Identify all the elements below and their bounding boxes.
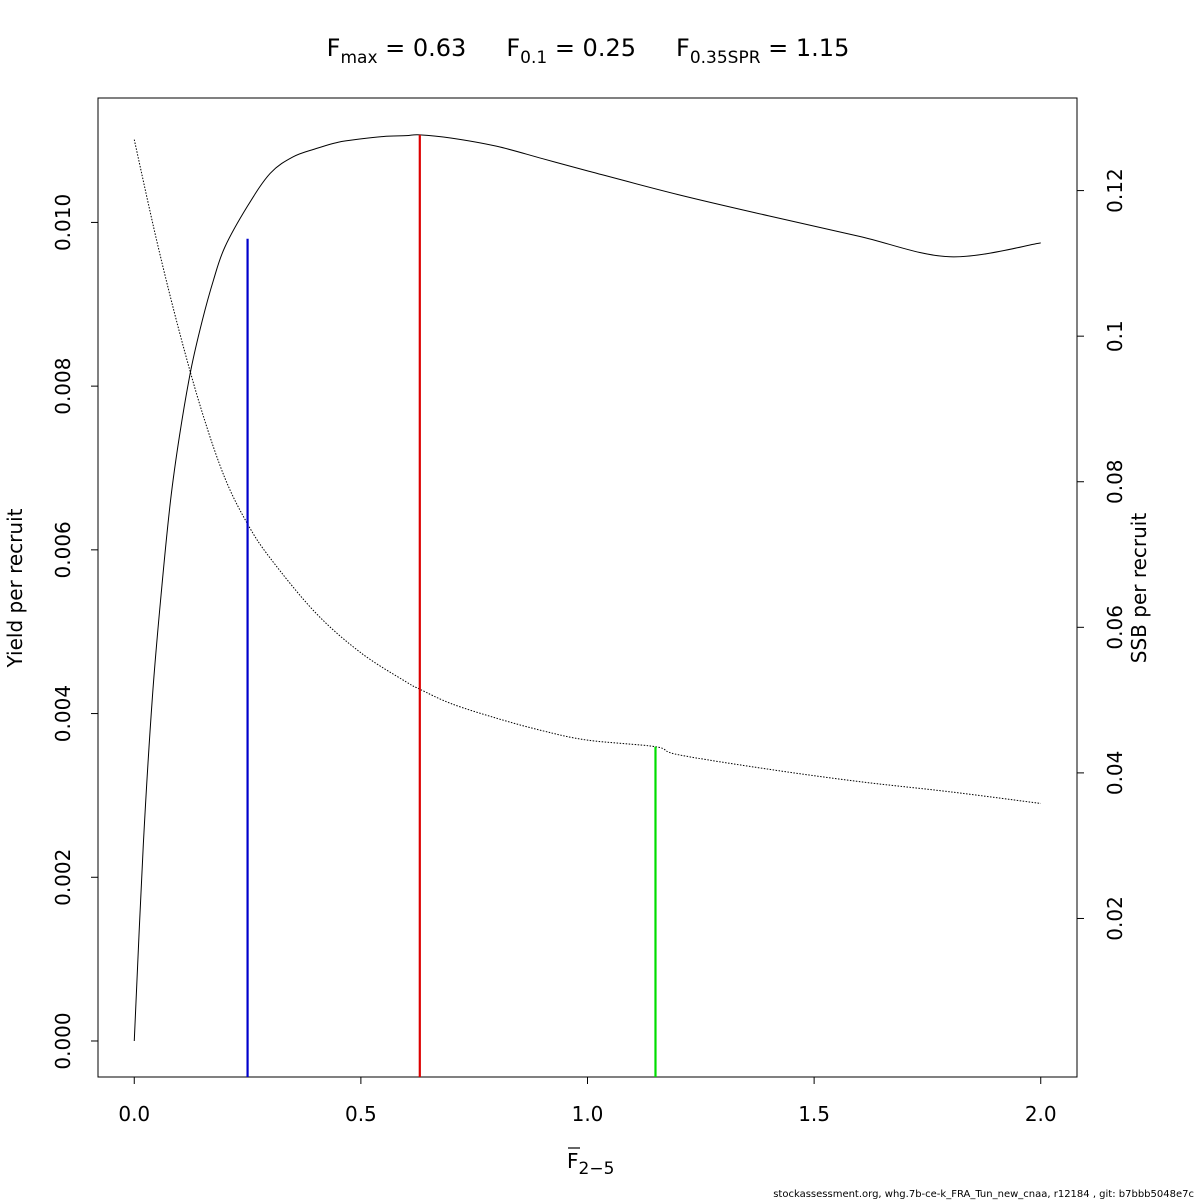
y-tick-label: 0.010 bbox=[51, 194, 75, 251]
y2-tick-label: 0.06 bbox=[1103, 605, 1127, 650]
y2-tick-label: 0.12 bbox=[1103, 168, 1127, 213]
plot-frame bbox=[97, 97, 1078, 1078]
title-f01-value: = 0.25 bbox=[547, 34, 636, 62]
x-tick-label: 0.5 bbox=[345, 1102, 377, 1126]
y2-tick-label: 0.02 bbox=[1103, 896, 1127, 941]
ssb-per-recruit-line bbox=[133, 139, 1041, 804]
axes: 0.0 0.5 1.0 1.5 2.0 0.000 0.002 0.004 0.006 0.008… bbox=[51, 168, 1127, 1126]
x-tick-label: 2.0 bbox=[1025, 1102, 1057, 1126]
x-tick-label: 0.0 bbox=[118, 1102, 150, 1126]
title-fspr-sub: 0.35SPR bbox=[690, 48, 761, 68]
svg-text:F2−5: F2−5 bbox=[567, 1149, 614, 1179]
title-f01-symbol: F bbox=[506, 34, 520, 62]
y-tick-label: 0.004 bbox=[51, 685, 75, 742]
x-tick-label: 1.5 bbox=[798, 1102, 830, 1126]
y2-tick-label: 0.1 bbox=[1103, 320, 1127, 352]
title-f01-sub: 0.1 bbox=[520, 48, 547, 68]
y-tick-label: 0.000 bbox=[51, 1012, 75, 1069]
y2-axis-label: SSB per recruit bbox=[1127, 513, 1151, 664]
y-axis-label: Yield per recruit bbox=[3, 508, 27, 668]
title-fmax-sub: max bbox=[340, 48, 377, 68]
y-tick-label: 0.008 bbox=[51, 358, 75, 415]
x-tick-label: 1.0 bbox=[572, 1102, 604, 1126]
y-tick-label: 0.006 bbox=[51, 521, 75, 578]
title-fmax-symbol: F bbox=[327, 34, 341, 62]
yield-per-recruit-line bbox=[133, 134, 1041, 1042]
x-axis-label: F2−5 bbox=[567, 1147, 614, 1179]
x-axis-label-symbol: F bbox=[567, 1149, 579, 1173]
x-axis-label-sub: 2−5 bbox=[579, 1159, 615, 1179]
y2-tick-label: 0.08 bbox=[1103, 459, 1127, 504]
plot-area bbox=[133, 134, 1041, 1077]
chart-title: Fmax = 0.63 F0.1 = 0.25 F0.35SPR = 1.15 bbox=[327, 34, 850, 68]
title-fspr-symbol: F bbox=[676, 34, 690, 62]
y-tick-label: 0.002 bbox=[51, 849, 75, 906]
footer-credit: stockassessment.org, whg.7b-ce-k_FRA_Tun… bbox=[773, 1189, 1194, 1200]
title-fspr-value: = 1.15 bbox=[761, 34, 850, 62]
y2-tick-label: 0.04 bbox=[1103, 751, 1127, 796]
title-fmax-value: = 0.63 bbox=[378, 34, 467, 62]
